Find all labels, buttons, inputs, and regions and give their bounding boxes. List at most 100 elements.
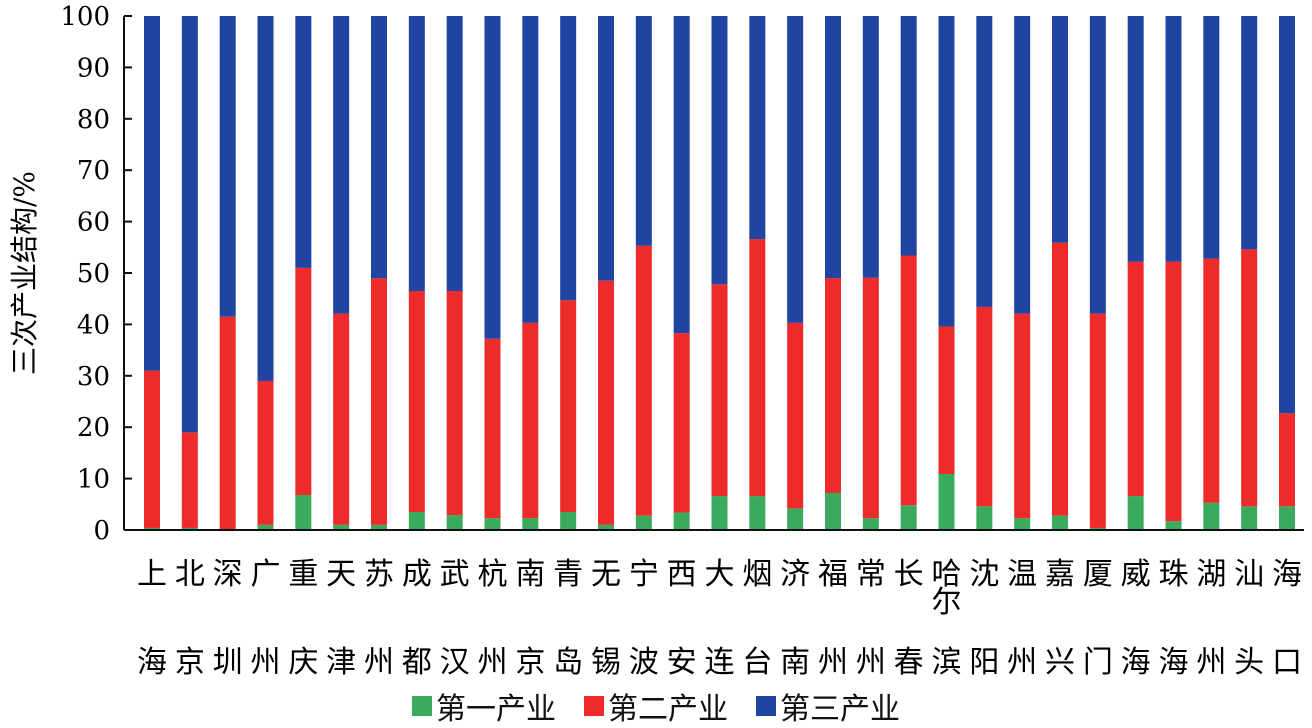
bar-segment-tertiary <box>862 16 879 278</box>
bar-segment-secondary <box>825 278 841 493</box>
x-category-label: 汕头 <box>1234 557 1264 680</box>
bar-segment-secondary <box>522 322 539 519</box>
bar-segment-primary <box>825 492 841 530</box>
bar-segment-primary <box>371 524 387 530</box>
x-category-label: 海口 <box>1272 557 1302 680</box>
x-category-label: 天津 <box>326 557 356 680</box>
y-tick-label: 70 <box>77 156 110 186</box>
bar-segment-tertiary <box>522 16 539 323</box>
bar-segment-secondary <box>1052 242 1068 516</box>
bar-segment-secondary <box>371 278 387 525</box>
x-category-label: 湖州 <box>1196 557 1226 680</box>
bar-segment-primary <box>1127 496 1144 530</box>
y-tick-label: 50 <box>77 259 110 289</box>
bar-segment-tertiary <box>560 16 577 301</box>
y-tick-label: 20 <box>77 413 110 443</box>
bar-segment-secondary <box>1279 413 1295 507</box>
bar-segment-secondary <box>1089 313 1106 528</box>
bar-segment-secondary <box>333 313 350 525</box>
x-category-label: 武汉 <box>440 557 470 680</box>
bar-segment-primary <box>787 508 804 530</box>
bar-segment-primary <box>295 495 312 530</box>
bar-segment-primary <box>900 505 917 530</box>
bar-segment-tertiary <box>446 16 463 291</box>
bar-segment-secondary <box>144 370 160 528</box>
bar-segment-tertiary <box>257 16 274 381</box>
bar-segment-tertiary <box>181 16 198 433</box>
y-tick-label: 40 <box>77 310 110 340</box>
x-category-label: 苏州 <box>364 557 394 680</box>
y-tick-label: 60 <box>77 208 110 238</box>
legend-item-primary: 第一产业 <box>412 684 556 728</box>
bar-segment-secondary <box>1127 261 1144 497</box>
bar-segment-tertiary <box>635 16 652 246</box>
bar-segment-tertiary <box>371 16 387 279</box>
bar-segment-secondary <box>257 380 274 525</box>
x-category-label: 沈阳 <box>969 557 999 680</box>
bar-segment-tertiary <box>938 16 955 327</box>
x-category-label: 哈尔滨 <box>932 557 962 680</box>
x-category-label: 北京 <box>175 557 205 680</box>
x-category-label: 杭州 <box>478 557 508 680</box>
x-axis-categories: 上海北京深圳广州重庆天津苏州成都武汉杭州南京青岛无锡宁波西安大连烟台济南福州常州… <box>137 557 1302 680</box>
x-category-label: 嘉兴 <box>1045 557 1075 680</box>
bar-segment-tertiary <box>1052 16 1068 243</box>
bar-segment-primary <box>1203 502 1220 530</box>
y-tick-label: 10 <box>77 465 110 495</box>
bar-segment-secondary <box>408 290 425 513</box>
x-category-label: 常州 <box>856 557 886 680</box>
y-axis-ticks: 0 10 20 30 40 50 60 70 80 90 100 <box>60 2 132 546</box>
bar-segment-secondary <box>181 432 198 528</box>
bar-segment-secondary <box>1014 313 1031 519</box>
bar-segment-secondary <box>1165 261 1182 522</box>
legend-label-tertiary: 第三产业 <box>780 692 900 727</box>
bar-segment-tertiary <box>1127 16 1144 262</box>
legend-label-secondary: 第二产业 <box>608 692 728 727</box>
bar-segment-secondary <box>560 300 577 513</box>
bar-segment-tertiary <box>749 16 766 240</box>
bar-segment-primary <box>333 524 350 530</box>
x-category-label: 上海 <box>137 557 167 680</box>
bar-segment-secondary <box>635 245 652 516</box>
bar-segment-primary <box>144 527 160 530</box>
bar-segment-primary <box>598 524 614 530</box>
bar-segment-tertiary <box>333 16 350 314</box>
x-category-label: 珠海 <box>1159 557 1189 680</box>
bar-segment-tertiary <box>598 16 614 281</box>
x-category-label: 青岛 <box>553 557 583 680</box>
bar-segment-tertiary <box>900 16 917 256</box>
bar-segment-tertiary <box>144 16 160 371</box>
bar-segment-tertiary <box>408 16 425 291</box>
bar-segment-primary <box>635 515 652 530</box>
bar-segment-primary <box>446 515 463 530</box>
x-category-label: 深圳 <box>213 557 243 680</box>
axes <box>123 16 1304 531</box>
x-category-label: 广州 <box>251 557 281 680</box>
bar-segment-primary <box>257 524 274 530</box>
bar-segment-secondary <box>938 326 955 474</box>
bar-segment-tertiary <box>484 16 501 339</box>
legend-label-primary: 第一产业 <box>436 692 556 727</box>
x-category-label: 无锡 <box>591 557 621 680</box>
y-tick-label: 0 <box>93 516 110 546</box>
bar-segment-secondary <box>862 277 879 519</box>
bar-segment-primary <box>749 496 766 530</box>
bar-segment-tertiary <box>711 16 728 285</box>
bar-segment-primary <box>862 518 879 530</box>
y-tick-label: 90 <box>77 53 110 83</box>
y-axis-label-group: 三次产业结构/% <box>8 171 41 375</box>
bar-segment-tertiary <box>673 16 690 334</box>
bar-segment-secondary <box>295 267 312 496</box>
bar-segment-primary <box>181 527 198 530</box>
bar-segment-secondary <box>1203 258 1220 503</box>
y-tick-label: 80 <box>77 105 110 135</box>
bar-segment-tertiary <box>1165 16 1182 262</box>
bar-segment-tertiary <box>1241 16 1258 250</box>
legend-swatch-secondary <box>584 696 604 716</box>
bar-segment-primary <box>1052 515 1068 530</box>
bar-segment-tertiary <box>1089 16 1106 314</box>
bar-segment-primary <box>522 518 539 530</box>
bar-segment-primary <box>711 496 728 530</box>
legend-item-secondary: 第二产业 <box>584 684 728 728</box>
bar-segment-secondary <box>446 290 463 516</box>
